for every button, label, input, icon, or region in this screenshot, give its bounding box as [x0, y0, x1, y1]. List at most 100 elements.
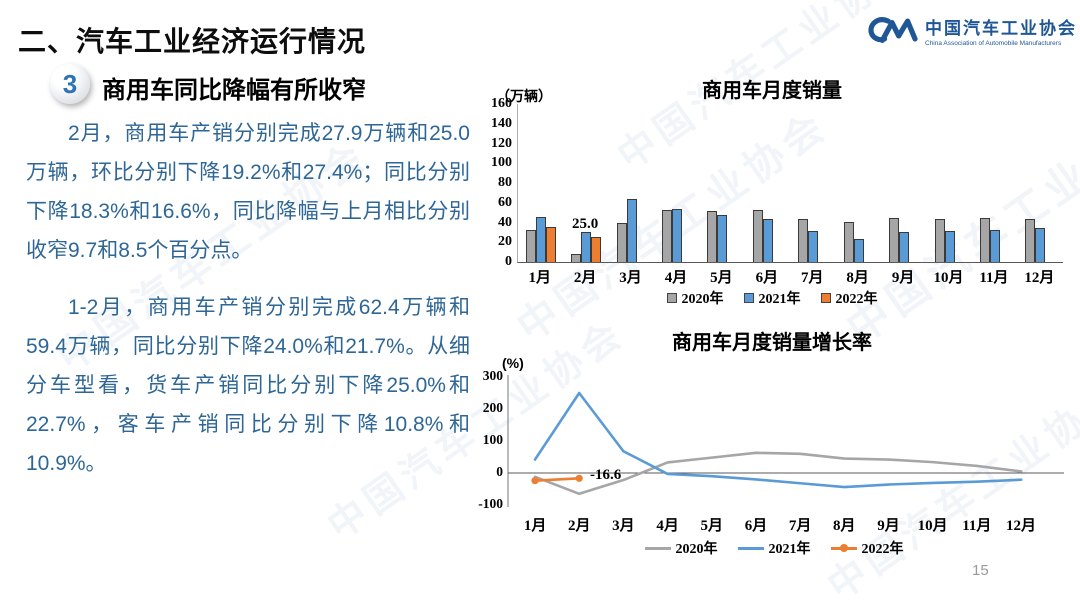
- section-title: 商用车同比降幅有所收窄: [102, 77, 366, 104]
- bar-2021年-6月: [762, 218, 773, 262]
- bar-2020年-10月: [934, 218, 945, 262]
- bar-2021年-7月: [808, 231, 819, 262]
- bar-2022年-2月: [591, 237, 602, 262]
- x-tick-label: 8月: [846, 270, 869, 286]
- x-tick-label: 10月: [917, 518, 948, 534]
- y-tick-label: -100: [478, 496, 503, 511]
- x-tick-label: 5月: [700, 518, 724, 534]
- legend-label: 2022年: [835, 292, 878, 307]
- bar-group-10月: [927, 104, 972, 262]
- bar-group-8月: [836, 104, 881, 262]
- x-tick-label: 1月: [528, 270, 551, 286]
- legend-swatch: [666, 293, 677, 303]
- bar-2021年-3月: [626, 198, 637, 262]
- bar-2021年-9月: [899, 232, 910, 262]
- x-tick-label: 2月: [568, 518, 591, 534]
- line-chart-title: 商用车月度销量增长率: [672, 332, 872, 354]
- bar-2021年-10月: [944, 231, 955, 262]
- bar-2021年-2月: [581, 232, 592, 262]
- legend-label: 2022年: [861, 542, 904, 557]
- bar-2020年-4月: [661, 209, 672, 262]
- body-text: 2月，商用车产销分别完成27.9万辆和25.0万辆，环比分别下降19.2%和27…: [26, 114, 470, 501]
- bar-2020年-6月: [752, 209, 763, 262]
- bar-2021年-5月: [717, 214, 728, 262]
- line-chart-data-label: -16.6: [590, 467, 622, 483]
- bar-chart-title: 商用车月度销量: [702, 80, 842, 102]
- marker-2022年-1月: [531, 477, 539, 485]
- bar-group-6月: [745, 104, 790, 262]
- y-tick-label: 160: [491, 96, 512, 111]
- bar-2021年-8月: [853, 239, 864, 262]
- legend-label: 2020年: [675, 542, 718, 557]
- paragraph-jan-feb: 1-2月，商用车产销分别完成62.4万辆和59.4万辆，同比分别下降24.0%和…: [26, 296, 470, 475]
- legend-item-2022年: 2022年: [830, 538, 904, 558]
- x-tick-label: 9月: [877, 518, 900, 534]
- bar-2021年-1月: [535, 216, 546, 262]
- bar-2020年-2月: [571, 254, 582, 262]
- bar-chart-data-label: 25.0: [572, 216, 599, 232]
- bar-group-5月: [700, 104, 745, 262]
- bar-2020年-5月: [707, 210, 718, 262]
- legend-swatch: [743, 293, 754, 303]
- bar-chart-legend: 2020年 2021年 2022年: [472, 288, 1072, 308]
- y-tick-label: 300: [482, 368, 503, 383]
- caam-logo: 中国汽车工业协会 China Association of Automobile…: [866, 12, 1077, 48]
- x-tick-label: 7月: [800, 270, 824, 286]
- bar-2022年-1月: [545, 227, 556, 262]
- x-tick-label: 11月: [979, 270, 1009, 286]
- legend-item-2020年: 2020年: [666, 288, 724, 308]
- x-tick-label: 4月: [664, 270, 688, 286]
- paragraph-february: 2月，商用车产销分别完成27.9万辆和25.0万辆，环比分别下降19.2%和27…: [26, 122, 470, 262]
- legend-item-2022年: 2022年: [820, 288, 878, 308]
- y-tick-label: 120: [491, 135, 512, 151]
- line-chart-legend: 2020年 2021年 2022年: [472, 538, 1076, 558]
- section-number-badge: 3: [50, 64, 90, 104]
- bar-group-11月: [972, 104, 1017, 262]
- growth-rate-line-chart: 商用车月度销量增长率 (%) 300 200 100 0 -100 1月 2月 3月 4月 5月…: [472, 322, 1076, 572]
- x-tick-label: 7月: [788, 518, 812, 534]
- bar-group-2月: [563, 104, 608, 262]
- bar-chart-plot-area: [517, 104, 1063, 263]
- line-series-2022年: [533, 477, 581, 482]
- bar-chart-unit-label: （万辆）: [496, 88, 552, 104]
- bar-2021年-12月: [1035, 228, 1046, 262]
- x-tick-label: 3月: [619, 270, 642, 286]
- y-tick-label: 100: [491, 155, 512, 171]
- x-tick-label: 8月: [833, 518, 856, 534]
- bar-group-7月: [791, 104, 836, 262]
- x-tick-label: 12月: [1024, 270, 1055, 286]
- y-tick-label: 0: [496, 464, 503, 479]
- y-tick-label: 60: [498, 194, 512, 210]
- y-tick-label: 100: [482, 432, 503, 447]
- monthly-sales-bar-chart: 商用车月度销量 （万辆） 0 20 40 60 80 100 120 140 160 1月 2月 3…: [472, 74, 1072, 314]
- bar-2020年-3月: [616, 222, 627, 262]
- bar-2020年-7月: [798, 218, 809, 262]
- page-title: 二、汽车工业经济运行情况: [18, 26, 367, 57]
- x-tick-label: 11月: [962, 518, 992, 534]
- x-tick-label: 5月: [710, 270, 733, 286]
- line-series-2020年: [533, 451, 1023, 496]
- caam-logo-name: 中国汽车工业协会: [925, 18, 1077, 38]
- x-tick-label: 6月: [755, 270, 779, 286]
- legend-swatch: [830, 544, 857, 552]
- x-tick-label: 9月: [891, 270, 915, 286]
- legend-label: 2021年: [758, 292, 801, 307]
- bar-2021年-4月: [671, 208, 682, 262]
- y-tick-label: 80: [498, 175, 512, 190]
- legend-item-2020年: 2020年: [644, 538, 718, 558]
- x-tick-label: 4月: [656, 518, 679, 534]
- bar-2020年-1月: [525, 230, 536, 262]
- page-number: 15: [972, 562, 989, 579]
- bar-chart-x-axis: 1月 2月 3月 4月 5月 6月 7月 8月 9月 10月 11月 12月: [517, 266, 1062, 287]
- legend-label: 2021年: [768, 542, 811, 557]
- bar-group-9月: [881, 104, 926, 262]
- bar-2020年-9月: [889, 217, 900, 262]
- line-chart-x-axis: 1月 2月 3月 4月 5月 6月 7月 8月 9月 10月 11月 12月: [513, 514, 1043, 535]
- legend-marker-dot: [839, 544, 848, 552]
- line-series-2021年: [533, 391, 1023, 489]
- x-tick-label: 1月: [523, 518, 547, 534]
- legend-item-2021年: 2021年: [737, 538, 811, 558]
- x-tick-label: 12月: [1005, 518, 1036, 534]
- caam-logo-subtext: China Association of Automobile Manufact…: [925, 39, 1062, 47]
